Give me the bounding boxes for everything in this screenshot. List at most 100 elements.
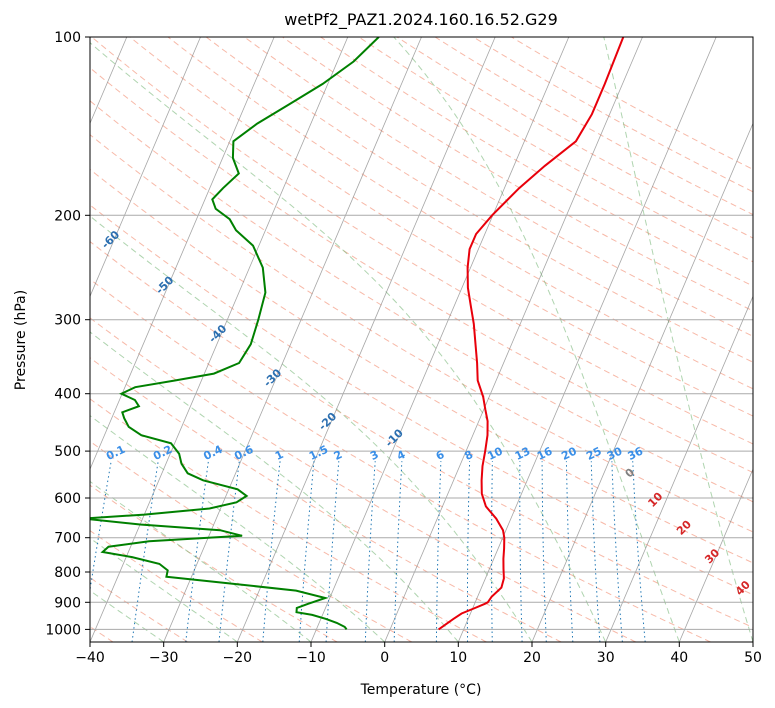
mixing-ratio-line <box>466 461 471 642</box>
isotherm-line <box>236 37 496 642</box>
dry-adiabat-line <box>90 530 263 642</box>
dry-adiabat-line <box>90 241 753 629</box>
dry-adiabat-line <box>90 278 711 642</box>
y-tick-label: 800 <box>54 565 81 581</box>
x-tick-label: 40 <box>670 650 688 666</box>
dry-adiabat-line <box>90 484 338 642</box>
dry-adiabat-line <box>90 134 753 533</box>
dry-adiabat-line <box>90 398 487 642</box>
grid-layer <box>90 37 753 642</box>
isotherm-line <box>163 37 422 642</box>
x-axis-label: Temperature (°C) <box>360 682 482 698</box>
dry-adiabat-line <box>90 317 637 642</box>
mixing-ratio-line <box>519 461 523 642</box>
x-tick-label: −20 <box>223 650 253 666</box>
mixing-ratio-label: 0.6 <box>232 443 256 463</box>
chart-title: wetPf2_PAZ1.2024.160.16.52.G29 <box>284 10 558 30</box>
mixing-ratio-line <box>364 461 376 642</box>
mixing-ratio-line <box>611 461 623 642</box>
dry-adiabat-line <box>281 37 753 312</box>
dry-adiabat-line <box>90 357 562 642</box>
x-tick-label: 10 <box>449 650 467 666</box>
mixing-ratio-label: 16 <box>535 444 555 463</box>
moist-adiabat-line <box>90 42 607 642</box>
isotherm-label: -10 <box>383 426 406 449</box>
series-layer <box>90 37 625 631</box>
temperature-profile-line <box>438 37 625 631</box>
mixing-ratio-line <box>298 461 315 642</box>
mixing-ratio-label: 3 <box>368 448 381 463</box>
isotherm-label: -30 <box>261 366 284 389</box>
adiabat-label: 40 <box>733 578 753 598</box>
adiabat-label: 0 <box>623 466 638 481</box>
y-tick-label: 500 <box>54 444 81 460</box>
mixing-ratio-line <box>393 461 403 642</box>
adiabat-label: 20 <box>674 517 694 537</box>
mixing-ratio-label: 20 <box>559 444 579 463</box>
mixing-ratio-line <box>131 461 159 642</box>
isotherm-label: -20 <box>316 410 339 433</box>
y-axis-label: Pressure (hPa) <box>13 290 29 390</box>
dry-adiabat-line <box>90 37 753 445</box>
x-tick-label: −10 <box>296 650 326 666</box>
mixing-ratio-label: 0.4 <box>201 443 225 463</box>
isotherm-line <box>90 37 349 642</box>
dry-adiabat-line <box>90 67 753 474</box>
isotherm-line <box>90 37 275 471</box>
dry-adiabat-line <box>90 204 753 596</box>
mixing-ratio-line <box>325 461 340 642</box>
dry-adiabat-line <box>90 440 413 642</box>
isotherm-line <box>605 295 753 642</box>
isotherm-line <box>310 37 570 642</box>
isotherm-line <box>752 640 753 642</box>
moist-adiabat-line <box>90 537 238 642</box>
dry-adiabat-line <box>510 37 753 170</box>
mixing-ratio-line <box>435 461 442 642</box>
isotherm-label: -60 <box>99 228 122 251</box>
isotherm-line <box>678 468 753 642</box>
mixing-ratio-label: 6 <box>434 448 447 463</box>
mixing-ratio-line <box>632 461 646 642</box>
mixing-ratio-label: 25 <box>584 445 603 463</box>
dry-adiabat-line <box>167 37 753 390</box>
isotherm-label: -80 <box>0 139 13 162</box>
dry-adiabat-line <box>90 168 753 564</box>
y-tick-label: 100 <box>54 30 81 46</box>
mixing-ratio-label: 4 <box>395 448 408 463</box>
isotherm-line <box>90 37 201 298</box>
isotherm-label: -70 <box>45 181 68 204</box>
line-labels-layer: 0.10.20.40.611.52346810131620253036-100-… <box>0 139 753 598</box>
moist-adiabat-line <box>90 415 386 642</box>
mixing-ratio-label: 1.5 <box>307 443 330 463</box>
dry-adiabat-line <box>319 37 753 287</box>
adiabat-label: 30 <box>702 546 722 566</box>
y-tick-label: 700 <box>54 531 81 547</box>
x-tick-label: 20 <box>523 650 541 666</box>
mixing-ratio-line <box>262 461 281 642</box>
moist-adiabat-line <box>90 589 164 642</box>
adiabat-label: 10 <box>645 490 665 510</box>
y-tick-label: 300 <box>54 313 81 329</box>
axis-ticks: −40 −30 −20 −10 0 10 20 30 40 5010020030040050060… <box>45 30 762 666</box>
dewpoint-profile-line <box>90 37 380 631</box>
moist-adiabat-line <box>393 37 680 642</box>
mixing-ratio-label: 0.2 <box>151 443 174 463</box>
isotherm-line <box>531 122 753 642</box>
moist-adiabat-line <box>90 331 459 642</box>
dry-adiabat-line <box>472 37 753 193</box>
mixing-ratio-label: 10 <box>485 444 505 463</box>
x-tick-label: −30 <box>149 650 179 666</box>
mixing-ratio-line <box>541 461 547 642</box>
isotherm-label: -50 <box>153 273 176 296</box>
x-tick-label: 30 <box>597 650 615 666</box>
mixing-ratio-label: 8 <box>463 448 476 463</box>
y-tick-label: 400 <box>54 387 81 403</box>
x-tick-label: −40 <box>75 650 105 666</box>
moist-adiabat-line <box>90 480 312 642</box>
y-tick-label: 1000 <box>45 622 81 638</box>
x-tick-label: 0 <box>380 650 389 666</box>
mixing-ratio-line <box>185 461 209 642</box>
mixing-ratio-line <box>218 461 240 642</box>
mixing-ratio-line <box>565 461 574 642</box>
